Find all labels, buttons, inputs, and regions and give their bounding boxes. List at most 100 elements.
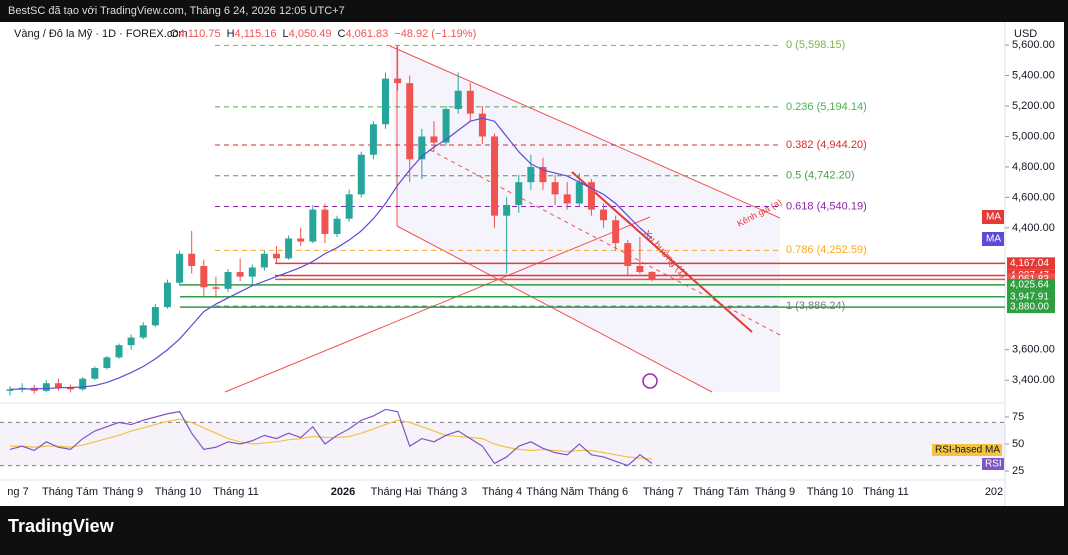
price-badge-label: 3,880.00 xyxy=(1010,302,1049,313)
ma-badge xyxy=(982,232,1004,246)
y-tick-label: 5,400.00 xyxy=(1012,69,1055,81)
candle-body xyxy=(285,238,293,259)
fib-label: 0 (5,598.15) xyxy=(786,39,845,51)
x-tick-label: Tháng Tám xyxy=(693,486,749,498)
fib-label: 0.236 (5,194.14) xyxy=(786,101,867,113)
x-tick-label: Tháng 7 xyxy=(643,486,683,498)
candle-body xyxy=(42,383,50,391)
price-badge xyxy=(1007,301,1055,314)
candle-body xyxy=(115,345,123,358)
rsi-tick-label: 75 xyxy=(1012,411,1024,423)
y-tick-label: 5,600.00 xyxy=(1012,39,1055,51)
fib-label: 0.382 (4,944.20) xyxy=(786,139,867,151)
fib-label: 0.618 (4,540.19) xyxy=(786,200,867,212)
candle-body xyxy=(188,253,196,266)
x-tick-label: Tháng 6 xyxy=(588,486,628,498)
candle-body xyxy=(503,205,511,216)
candle-body xyxy=(333,218,341,234)
x-tick-label: Tháng 11 xyxy=(863,486,909,498)
candle-body xyxy=(575,182,583,204)
candle-body xyxy=(151,307,159,326)
x-tick-label: Tháng 10 xyxy=(807,486,853,498)
logo: TradingView xyxy=(8,516,115,536)
candle-body xyxy=(260,253,268,268)
candle-body xyxy=(103,357,111,369)
candle-body xyxy=(406,83,414,160)
candle-body xyxy=(600,209,608,221)
y-tick-label: 5,200.00 xyxy=(1012,100,1055,112)
candle-body xyxy=(587,182,595,210)
candle-body xyxy=(612,220,620,244)
candle-body xyxy=(527,166,535,183)
event-icon[interactable] xyxy=(642,373,658,389)
rsi-line xyxy=(9,408,653,467)
candle-body xyxy=(515,182,523,206)
ohlc-value: 4,115.16 xyxy=(235,28,277,40)
price-badge xyxy=(1007,257,1055,270)
candle-body xyxy=(139,325,147,338)
x-tick-label: Tháng 3 xyxy=(427,486,467,498)
x-tick-label: ng 7 xyxy=(7,486,28,498)
ohlc: O4,110.75 H4,115.16 L4,050.49 C4,061.83 −48.… xyxy=(170,28,476,40)
candle-body xyxy=(224,272,232,289)
downtrend-line xyxy=(571,171,753,333)
channel-fill xyxy=(390,46,780,392)
ohlc-key: H xyxy=(227,28,235,40)
rsi-tick-label: 50 xyxy=(1012,438,1024,450)
candle-body xyxy=(163,282,171,308)
candle-body xyxy=(248,267,256,277)
candle-body xyxy=(176,253,184,283)
candle-body xyxy=(382,78,390,125)
ma-badge-label: MA xyxy=(986,212,1001,223)
ma-badge-label: MA xyxy=(986,234,1001,245)
candle-body xyxy=(212,287,220,289)
candle-body xyxy=(309,209,317,242)
x-tick-label: Tháng Hai xyxy=(371,486,422,498)
candle-body xyxy=(357,154,365,195)
x-tick-label: Tháng 11 xyxy=(213,486,259,498)
fib-label: 0.5 (4,742.20) xyxy=(786,170,855,182)
y-tick-label: 3,400.00 xyxy=(1012,374,1055,386)
x-tick-label: Tháng 9 xyxy=(103,486,143,498)
candle-body xyxy=(54,383,62,388)
candle-body xyxy=(491,136,499,216)
candle-body xyxy=(539,166,547,183)
candle-body xyxy=(236,272,244,277)
candle-body xyxy=(321,209,329,234)
candle-body xyxy=(345,194,353,219)
candle-body xyxy=(430,136,438,143)
candle-body xyxy=(394,78,402,84)
rsi-tick-label: 25 xyxy=(1012,465,1024,477)
price-badge xyxy=(1007,278,1055,291)
price-badge-label: 4,167.04 xyxy=(1010,258,1049,269)
candle-body xyxy=(442,109,450,143)
candle-body xyxy=(466,90,474,114)
x-tick-label: Tháng 10 xyxy=(155,486,201,498)
ohlc-value: 4,050.49 xyxy=(289,28,332,40)
y-tick-label: 4,400.00 xyxy=(1012,222,1055,234)
channel-lower xyxy=(396,225,713,393)
ohlc-key: C xyxy=(338,28,346,40)
change: −48.92 (−1.19%) xyxy=(394,28,476,40)
price-badge xyxy=(1007,290,1055,303)
x-tick-label: Tháng 4 xyxy=(482,486,522,498)
candle-body xyxy=(127,337,135,346)
candle-body xyxy=(624,243,632,266)
rsi-badge xyxy=(982,458,1004,470)
channel-upper xyxy=(389,45,781,219)
currency: USD xyxy=(1014,28,1037,40)
price-badge-label: 4,025.64 xyxy=(1010,280,1049,291)
y-tick-label: 4,800.00 xyxy=(1012,161,1055,173)
candle-body xyxy=(200,265,208,288)
ohlc-value: 4,110.75 xyxy=(179,28,221,40)
trend-line xyxy=(224,216,651,393)
candle-body xyxy=(418,136,426,160)
candle-body xyxy=(478,113,486,137)
candle-body xyxy=(297,238,305,242)
candle-body xyxy=(551,182,559,195)
fib-label: 1 (3,886.24) xyxy=(786,300,845,312)
candle-body xyxy=(79,378,87,390)
candle-body xyxy=(67,387,75,390)
